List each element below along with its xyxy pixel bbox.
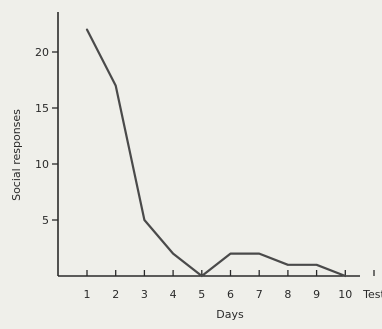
x-tick-label: 3	[141, 288, 148, 301]
x-tick-label: 6	[227, 288, 234, 301]
x-tick-label: 2	[112, 288, 119, 301]
x-tick-label: 5	[198, 288, 205, 301]
series-line	[85, 28, 347, 278]
axes	[57, 12, 360, 277]
y-tick-label: 15	[35, 102, 49, 115]
y-ticks: 5 10 15 20	[35, 46, 58, 227]
x-axis-label: Days	[216, 308, 244, 321]
series-group	[85, 28, 347, 278]
x-tick-label: 7	[256, 288, 263, 301]
x-tick-label: 9	[313, 288, 320, 301]
y-tick-label: 20	[35, 46, 49, 59]
y-tick-label: 10	[35, 158, 49, 171]
y-axis-label: Social responses	[10, 109, 23, 201]
x-ticks: 1 2 3 4 5 6 7 8 9 10 Test	[84, 270, 382, 301]
y-tick-label: 5	[42, 214, 49, 227]
x-tick-label: 10	[338, 288, 352, 301]
x-tick-label: 8	[284, 288, 291, 301]
x-tick-label: 1	[84, 288, 91, 301]
x-tick-label: 4	[170, 288, 177, 301]
x-tick-label: Test	[362, 288, 382, 301]
